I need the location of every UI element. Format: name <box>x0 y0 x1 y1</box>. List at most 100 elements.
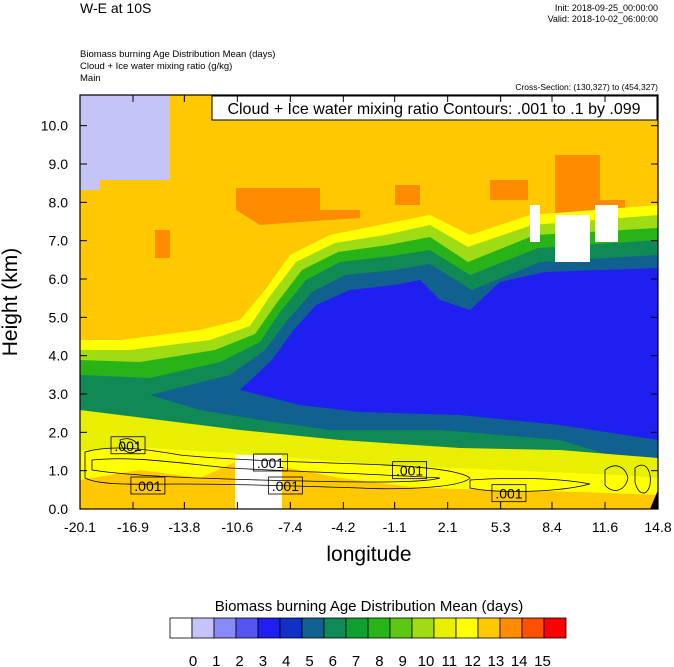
valid-time: Valid: 2018-10-02_06:00:00 <box>547 14 658 24</box>
chart-title: Cloud + Ice water mixing ratio Contours:… <box>227 101 640 118</box>
colorbar-swatch <box>367 617 391 639</box>
contour-label: .001 <box>495 486 522 502</box>
colorbar-label: 15 <box>534 653 551 667</box>
colorbar-label: 11 <box>442 653 458 667</box>
contour-label-box <box>253 453 288 472</box>
field-line-2: Cloud + Ice water mixing ratio (g/kg) <box>80 61 233 72</box>
colorbar-swatch <box>433 617 457 639</box>
colorbar-swatch <box>543 617 567 639</box>
contour-3 <box>469 477 591 492</box>
colorbar-swatch <box>499 617 523 639</box>
contour-label-box <box>491 484 527 503</box>
contour-6 <box>119 438 139 454</box>
y-tick-label: 8.0 <box>49 194 69 210</box>
colorbar-swatch <box>389 617 413 639</box>
colorbar-swatch <box>521 617 545 639</box>
field-line-3: Main <box>80 73 101 84</box>
x-axis-title: longitude <box>326 543 411 566</box>
colorbar-swatch <box>169 617 193 639</box>
field-patch-b <box>395 185 420 205</box>
colorbar-label: 3 <box>259 653 267 667</box>
colorbar-swatch <box>257 617 281 639</box>
contour-label: .001 <box>272 478 299 494</box>
colorbar-swatch <box>345 617 369 639</box>
colorbar-label: 4 <box>282 653 290 667</box>
colorbar-swatch <box>477 617 501 639</box>
colorbar-label: 9 <box>399 653 407 667</box>
field-band-4 <box>240 268 658 440</box>
colorbar-swatch <box>301 617 325 639</box>
colorbar-swatch <box>411 617 435 639</box>
colorbar-label: 12 <box>464 653 481 667</box>
cross-section-label: Cross-Section: (130,327) to (454,327) <box>515 82 658 92</box>
y-axis: 0.0 1.0 2.0 3.0 4.0 5.0 6.0 7.0 8.0 9.0 10.0 <box>41 118 658 517</box>
cloud-contours <box>84 438 651 494</box>
plot-frame <box>79 94 659 510</box>
x-tick-label: -4.2 <box>331 519 355 535</box>
colorbar-title: Biomass burning Age Distribution Mean (d… <box>215 598 523 615</box>
contour-label-box <box>392 461 427 480</box>
contour-label-box <box>267 476 303 495</box>
colorbar-label: 6 <box>329 653 337 667</box>
field-patch-c <box>555 155 625 215</box>
field-line-1: Biomass burning Age Distribution Mean (d… <box>80 49 276 60</box>
x-tick-label: -1.1 <box>383 519 407 535</box>
x-tick-label: 5.3 <box>491 519 511 535</box>
field-white-upper-b <box>595 205 618 242</box>
colorbar-label: 10 <box>418 653 435 667</box>
field-white-upper-a <box>555 215 590 262</box>
colorbar-label: 13 <box>488 653 505 667</box>
contour-labels: .001 .001 .001 .001 .001 .001 <box>110 436 527 503</box>
y-tick-label: 7.0 <box>49 233 69 249</box>
contour-label: .001 <box>134 478 161 494</box>
y-tick-label: 9.0 <box>49 156 69 172</box>
colorbar-label: 0 <box>189 653 197 667</box>
colorbar-swatch <box>235 617 259 639</box>
contour-1 <box>84 447 471 490</box>
heatmap-field <box>80 95 658 509</box>
colorbar-swatch <box>191 617 215 639</box>
field-top-left-2 <box>80 95 100 190</box>
y-tick-label: 6.0 <box>49 271 69 287</box>
chart-title-box <box>211 95 658 121</box>
x-tick-label: 8.4 <box>542 519 562 535</box>
y-tick-label: 1.0 <box>49 463 69 479</box>
x-tick-label: -10.6 <box>221 519 253 535</box>
init-time: Init: 2018-09-25_00:00:00 <box>554 3 658 13</box>
x-tick-label: 14.8 <box>644 519 671 535</box>
colorbar-swatch <box>455 617 479 639</box>
y-axis-title: Height (km) <box>0 248 22 357</box>
contour-label: .001 <box>257 455 284 471</box>
y-tick-label: 5.0 <box>49 309 69 325</box>
contour-label-box <box>130 476 166 495</box>
field-dark-corner <box>650 490 658 509</box>
colorbar <box>169 617 567 639</box>
contour-5 <box>634 464 651 494</box>
contour-4 <box>604 465 629 491</box>
colorbar-label: 14 <box>511 653 528 667</box>
y-tick-label: 3.0 <box>49 386 69 402</box>
contour-label: .001 <box>114 438 141 454</box>
x-tick-label: -16.9 <box>117 519 149 535</box>
contour-label-box <box>110 436 146 455</box>
colorbar-swatch <box>323 617 347 639</box>
colorbar-label: 2 <box>235 653 243 667</box>
plot-title: W-E at 10S <box>80 0 152 16</box>
colorbar-labels: 0 1 2 3 4 5 6 7 8 9 10 11 12 13 14 15 <box>189 653 551 667</box>
colorbar-label: 1 <box>212 653 220 667</box>
colorbar-label: 5 <box>305 653 313 667</box>
colorbar-label: 8 <box>375 653 383 667</box>
colorbar-label: 7 <box>352 653 360 667</box>
field-patch-d <box>490 180 528 200</box>
x-tick-label: 11.6 <box>592 519 618 535</box>
x-tick-label: -7.4 <box>278 519 302 535</box>
colorbar-swatch <box>213 617 237 639</box>
y-tick-label: 2.0 <box>49 424 69 440</box>
y-tick-label: 10.0 <box>41 118 68 134</box>
field-band-low-orange <box>80 460 658 509</box>
colorbar-swatch <box>279 617 303 639</box>
field-patch-e <box>155 230 170 258</box>
x-tick-label: -13.8 <box>168 519 200 535</box>
field-white-upper-c <box>530 205 540 242</box>
